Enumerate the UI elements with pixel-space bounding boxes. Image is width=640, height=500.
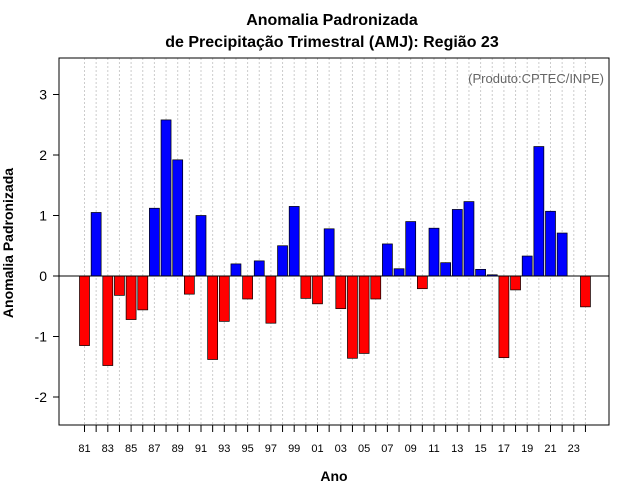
bar-82 <box>90 212 102 277</box>
bar-94 <box>230 263 242 277</box>
ytick-label: 2 <box>39 147 47 163</box>
bar-03 <box>335 275 347 310</box>
bar-18 <box>510 275 521 291</box>
bar-04 <box>347 275 358 359</box>
bar-02 <box>323 228 335 277</box>
x-axis-ticks: 81 83 85 87 89 91 93 95 97 99 01 03 05 07 09 11 13 15 17 19… <box>78 425 586 455</box>
bar-06 <box>370 275 382 300</box>
xtick-label: 85 <box>125 443 137 455</box>
bar-86 <box>137 275 149 311</box>
xtick-label: 07 <box>381 443 393 455</box>
xtick-label: 97 <box>265 443 277 455</box>
xtick-label: 23 <box>568 443 580 455</box>
x-axis-title: Ano <box>320 468 347 484</box>
bar-12 <box>440 262 451 277</box>
xtick-label: 87 <box>148 443 160 455</box>
bar-05 <box>358 275 370 354</box>
ytick-label: 0 <box>39 268 47 284</box>
xtick-label: 21 <box>544 443 556 455</box>
bar-20 <box>533 146 545 277</box>
xtick-label: 91 <box>195 443 207 455</box>
bar-93 <box>218 275 230 322</box>
chart-title-line2: de Precipitação Trimestral (AMJ): Região… <box>165 34 499 51</box>
bar-21 <box>545 210 556 277</box>
ytick-label: -1 <box>35 329 48 345</box>
ytick-label: 3 <box>39 87 47 103</box>
bar-00 <box>300 275 312 299</box>
xtick-label: 01 <box>311 443 323 455</box>
bar-88 <box>160 119 172 277</box>
xtick-label: 03 <box>335 443 347 455</box>
bar-14 <box>463 201 475 277</box>
bar-85 <box>125 275 137 320</box>
xtick-label: 17 <box>498 443 510 455</box>
bar-91 <box>195 215 207 277</box>
plot-border <box>58 57 610 426</box>
bar-19 <box>521 255 533 277</box>
bar-95 <box>242 275 253 300</box>
bar-10 <box>417 275 428 290</box>
bar-97 <box>265 275 277 324</box>
bar-13 <box>451 209 463 277</box>
xtick-label: 93 <box>218 443 230 455</box>
xtick-label: 19 <box>521 443 533 455</box>
y-axis-title: Anomalia Padronizada <box>0 168 16 318</box>
vertical-gridlines <box>84 58 586 425</box>
xtick-label: 13 <box>451 443 463 455</box>
xtick-label: 95 <box>241 443 253 455</box>
bar-07 <box>382 243 393 277</box>
bar-17 <box>498 275 510 359</box>
bar-22 <box>556 232 568 277</box>
bar-11 <box>428 227 440 277</box>
xtick-label: 99 <box>288 443 300 455</box>
bar-87 <box>149 207 160 277</box>
y-axis-ticks: -2 -1 0 1 2 3 <box>35 87 59 405</box>
chart-title-line1: Anomalia Padronizada <box>246 12 418 29</box>
bar-99 <box>288 206 300 277</box>
xtick-label: 83 <box>102 443 114 455</box>
bar-90 <box>184 275 195 295</box>
ytick-label: 1 <box>39 208 47 224</box>
xtick-label: 09 <box>405 443 417 455</box>
bar-81 <box>79 275 90 346</box>
bar-15 <box>475 268 486 277</box>
bar-01 <box>312 275 323 305</box>
xtick-label: 05 <box>358 443 370 455</box>
bar-08 <box>393 268 405 277</box>
source-credit: (Produto:CPTEC/INPE) <box>468 71 604 86</box>
bar-series <box>79 119 591 366</box>
bar-98 <box>277 245 288 277</box>
bar-83 <box>102 275 114 366</box>
xtick-label: 81 <box>78 443 90 455</box>
bar-92 <box>207 275 218 360</box>
bar-09 <box>405 221 417 277</box>
xtick-label: 89 <box>172 443 184 455</box>
bar-89 <box>172 159 184 277</box>
bar-84 <box>114 275 125 296</box>
bar-24 <box>580 275 591 308</box>
ytick-label: -2 <box>35 389 48 405</box>
xtick-label: 15 <box>474 443 486 455</box>
xtick-label: 11 <box>428 443 439 455</box>
bar-96 <box>253 260 265 277</box>
